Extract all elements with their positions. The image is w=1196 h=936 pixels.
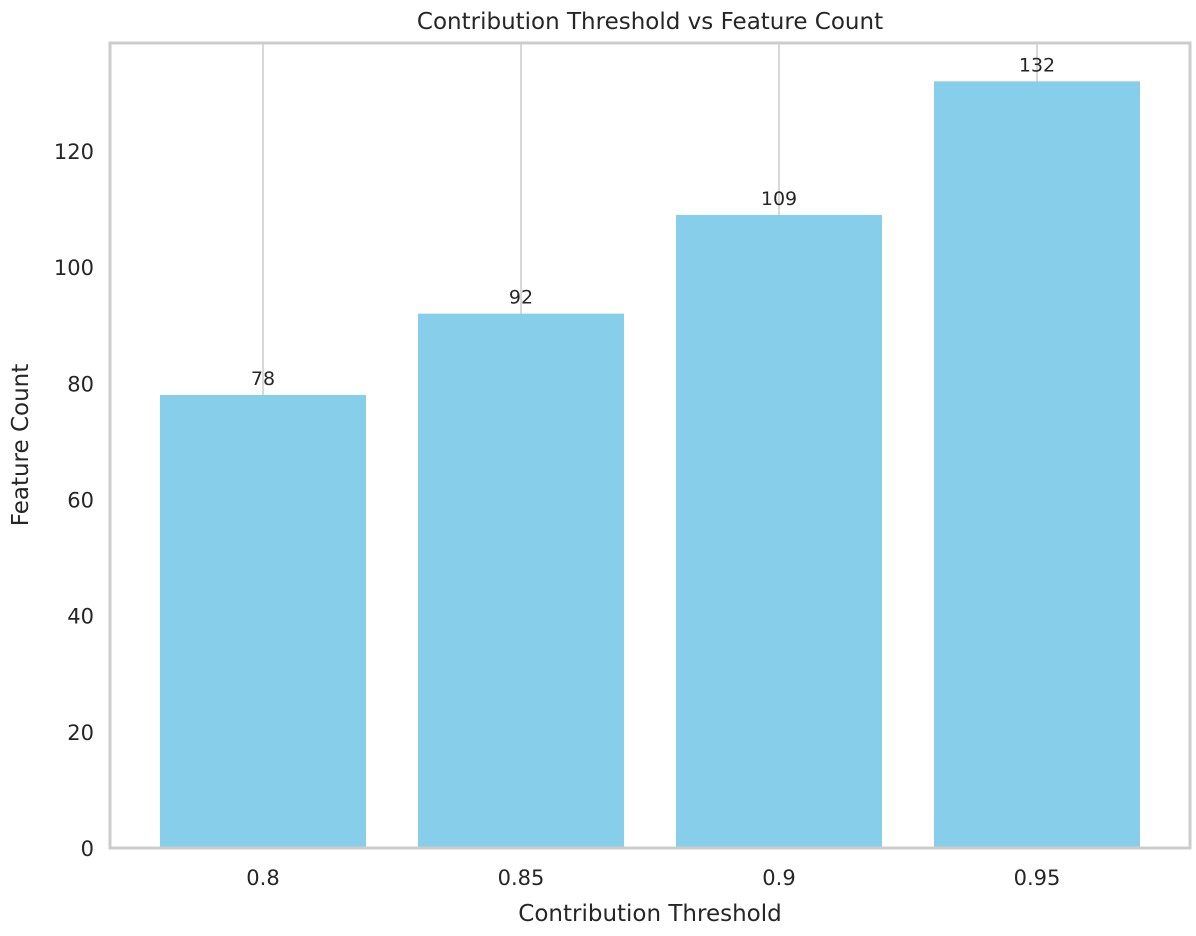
y-tick-label: 60 bbox=[67, 489, 94, 513]
data-label: 78 bbox=[251, 368, 275, 390]
y-tick-label: 100 bbox=[54, 256, 94, 280]
x-axis-ticks: 0.8 0.85 0.9 0.95 bbox=[246, 866, 1060, 890]
bar bbox=[418, 313, 624, 848]
bar bbox=[160, 394, 366, 848]
data-label: 92 bbox=[509, 287, 533, 309]
x-tick-label: 0.95 bbox=[1014, 866, 1061, 890]
bar bbox=[934, 81, 1140, 849]
x-tick-label: 0.85 bbox=[498, 866, 545, 890]
y-tick-label: 0 bbox=[81, 837, 94, 861]
y-tick-label: 80 bbox=[67, 372, 94, 396]
y-axis-label: Feature Count bbox=[8, 364, 34, 527]
bar bbox=[676, 214, 882, 848]
chart-title: Contribution Threshold vs Feature Count bbox=[417, 9, 883, 35]
data-label: 109 bbox=[761, 188, 797, 210]
x-axis-label: Contribution Threshold bbox=[518, 901, 781, 927]
labels-layer: 78 92 109 132 bbox=[251, 54, 1055, 390]
grid-layer bbox=[262, 43, 1038, 848]
y-axis-ticks: 0 20 40 60 80 100 120 bbox=[54, 140, 94, 861]
y-tick-label: 20 bbox=[67, 721, 94, 745]
y-tick-label: 40 bbox=[67, 605, 94, 629]
bars-layer bbox=[160, 81, 1140, 849]
y-tick-label: 120 bbox=[54, 140, 94, 164]
data-label: 132 bbox=[1019, 54, 1055, 76]
x-tick-label: 0.8 bbox=[246, 866, 279, 890]
x-tick-label: 0.9 bbox=[762, 866, 795, 890]
plot-frame bbox=[108, 41, 1192, 850]
